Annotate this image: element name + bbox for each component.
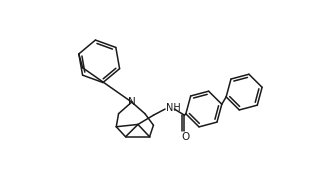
Text: NH: NH: [166, 103, 181, 113]
Text: O: O: [181, 132, 189, 142]
Text: N: N: [128, 97, 136, 107]
